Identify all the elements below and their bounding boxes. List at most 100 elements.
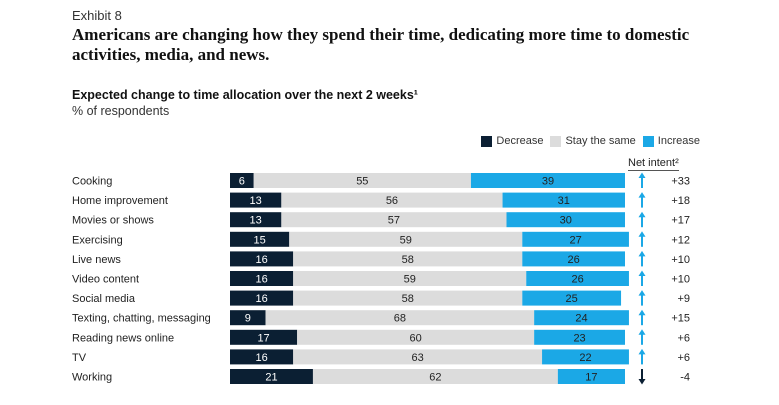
bar-segment [502,192,625,208]
bar-value-label: 16 [255,293,267,305]
bar-segment [522,231,629,247]
bar-segment [522,290,622,306]
bar-value-label: 17 [585,372,597,384]
bar-value-label: 26 [568,254,580,266]
arrow-up-head-icon [638,211,646,218]
bar-value-label: 57 [388,215,400,227]
exhibit-label: Exhibit 8 [72,8,122,23]
bar-segment [293,271,527,286]
category-label: Movies or shows [72,215,154,227]
legend-swatch-decrease [481,135,493,147]
net-intent-value: +18 [671,195,690,207]
bar-value-label: 16 [255,352,267,364]
legend-swatch-increase [642,135,654,147]
category-label: Video content [72,274,139,286]
net-intent-value: +6 [677,332,690,344]
category-label: Exercising [72,234,123,246]
category-label: Live news [72,254,121,266]
net-intent-header: Net intent² [628,157,679,171]
arrow-up-head-icon [638,290,646,296]
bar-segment [526,271,629,286]
bar-segment [534,329,625,345]
bar-value-label: 63 [412,352,424,364]
bar-value-label: 30 [560,215,572,227]
bar-value-label: 21 [265,372,277,384]
bar-value-label: 6 [239,176,245,188]
arrow-up-head-icon [638,231,646,237]
bar-value-label: 39 [542,176,554,188]
legend-swatch-stay [550,135,562,147]
bar-segment [265,310,535,326]
net-intent-value: +9 [677,293,690,305]
category-label: TV [72,352,87,364]
bar-value-label: 27 [570,234,582,246]
bar-segment [230,173,254,188]
legend-label-decrease: Decrease [496,135,544,147]
bar-segment [230,290,294,306]
arrow-up-head-icon [638,309,646,316]
bar-value-label: 31 [558,195,570,207]
bar-value-label: 59 [404,274,416,286]
bar-segment [230,329,298,345]
bar-segment [281,212,507,228]
bar-value-label: 13 [250,215,262,227]
bar-segment [297,329,535,345]
bar-value-label: 15 [254,234,266,246]
bar-value-label: 58 [402,293,414,305]
net-intent-value: +15 [671,313,690,325]
bar-value-label: 26 [571,274,583,286]
bar-value-label: 24 [575,313,587,325]
bar-segment [534,310,629,326]
net-intent-value: +17 [671,215,690,227]
bar-segment [230,271,294,286]
bar-segment [522,251,625,267]
net-intent-value: +10 [671,274,690,286]
bar-value-label: 55 [356,176,368,188]
arrow-up-head-icon [638,172,646,178]
bar-segment [506,212,625,228]
bar-segment [230,192,282,208]
bar-segment [542,349,629,365]
bar-segment [230,369,313,384]
bar-value-label: 68 [394,313,406,325]
bar-value-label: 25 [566,293,578,305]
legend: Decrease Stay the same Increase [474,135,700,147]
legend-decrease: Decrease [481,135,543,147]
legend-increase: Increase [642,135,700,147]
bar-value-label: 56 [386,195,398,207]
arrow-up-head-icon [638,348,646,355]
bar-segment [230,349,294,365]
net-intent-value: +12 [671,234,690,246]
bar-value-label: 60 [410,332,422,344]
bar-segment [557,369,625,384]
legend-label-stay: Stay the same [565,135,636,147]
arrow-up-head-icon [638,250,646,257]
bar-segment [253,173,471,188]
net-intent-value: +10 [671,254,690,266]
bar-segment [470,173,625,188]
bar-value-label: 62 [429,372,441,384]
category-label: Home improvement [72,195,168,207]
bar-segment [230,212,282,228]
legend-label-increase: Increase [657,135,700,147]
net-intent-value: +33 [671,176,690,188]
bar-segment [230,231,290,247]
category-label: Cooking [72,176,112,188]
arrow-up-head-icon [638,329,646,335]
bar-value-label: 17 [257,332,269,344]
arrow-up-head-icon [638,192,646,198]
headline: Americans are changing how they spend th… [72,25,690,64]
chart-subtitle: % of respondents [72,104,170,118]
bar-value-label: 58 [402,254,414,266]
net-intent-value: +6 [677,352,690,364]
bar-value-label: 23 [573,332,585,344]
chart-title: Expected change to time allocation over … [72,88,418,102]
bar-segment [312,369,558,384]
net-intent-value: -4 [680,372,690,384]
bar-segment [293,251,523,267]
arrow-up-head-icon [638,270,646,276]
category-label: Working [72,372,112,384]
bar-value-label: 22 [579,352,591,364]
bar-segment [230,310,266,326]
bar-value-label: 16 [255,254,267,266]
